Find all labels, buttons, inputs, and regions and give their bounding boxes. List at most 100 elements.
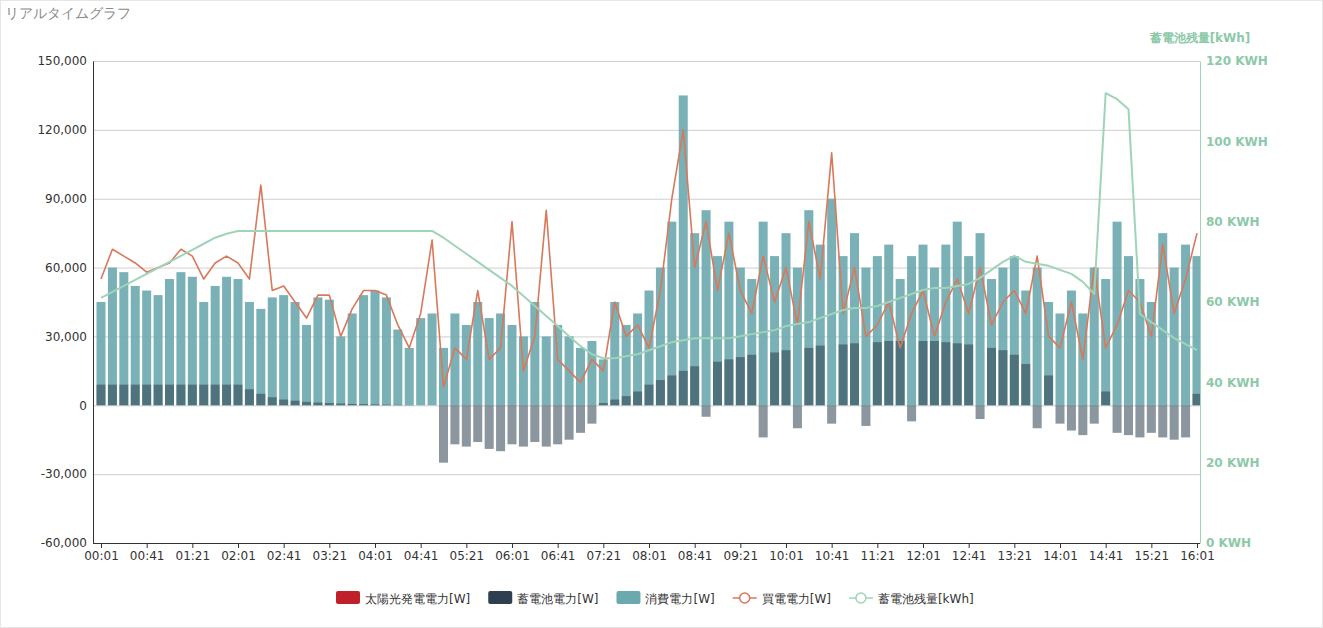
bar: [279, 400, 288, 406]
tick: 60,000: [45, 261, 93, 275]
bar: [119, 405, 128, 406]
bar: [1124, 405, 1133, 406]
axis-line: [93, 62, 94, 544]
bar: [119, 272, 128, 405]
bar: [393, 404, 402, 405]
bar: [371, 405, 380, 406]
legend-label: 買電電力[W]: [762, 592, 831, 606]
bar: [1170, 405, 1179, 406]
bar: [987, 279, 996, 405]
bar: [1158, 405, 1167, 437]
bar: [987, 405, 996, 406]
bar: [1056, 405, 1065, 423]
bar: [154, 295, 163, 405]
tick: 80 KWH: [1200, 215, 1259, 229]
bar: [850, 405, 859, 406]
bar: [610, 405, 619, 406]
bar: [268, 397, 277, 405]
bar: [1193, 405, 1201, 406]
bar: [97, 405, 106, 406]
bar: [176, 405, 185, 406]
bar: [473, 302, 482, 405]
tick: 02:41: [267, 543, 302, 563]
bar: [336, 403, 345, 405]
legend-item: 太陽光発電電力[W]: [336, 591, 470, 606]
tick-mark: [512, 543, 513, 548]
tick: 06:01: [495, 543, 530, 563]
bar: [1124, 256, 1133, 405]
legend-label: 蓄電池電力[W]: [517, 592, 598, 606]
bar: [873, 256, 882, 405]
bar: [165, 279, 174, 405]
bar: [861, 405, 870, 426]
bar: [165, 385, 174, 406]
tick-mark: [192, 543, 193, 548]
tick-label: 40 KWH: [1206, 376, 1259, 390]
bar: [485, 318, 494, 405]
bar: [861, 405, 870, 406]
bar: [508, 405, 517, 444]
bar: [827, 405, 836, 423]
tick: 12:01: [906, 543, 941, 563]
tick-label: 14:01: [1043, 549, 1078, 563]
tick-label: 11:21: [861, 549, 896, 563]
legend-label: 蓄電池残量[kWh]: [878, 592, 974, 606]
bar: [496, 313, 505, 405]
bar: [119, 385, 128, 406]
bar: [1056, 405, 1065, 406]
bar: [1044, 375, 1053, 405]
tick-mark: [101, 543, 102, 548]
legend-marker: [740, 593, 750, 603]
bar: [131, 405, 140, 406]
bar: [1010, 405, 1019, 406]
tick-label: 08:01: [632, 549, 667, 563]
tick: 14:41: [1089, 543, 1124, 563]
bar: [256, 394, 265, 405]
tick: 07:21: [587, 543, 622, 563]
bar: [473, 405, 482, 406]
grid-line: [93, 130, 1200, 131]
tick: 150,000: [37, 54, 93, 68]
bar: [176, 385, 185, 406]
bar: [188, 385, 197, 406]
tick: 01:21: [176, 543, 211, 563]
bar: [633, 392, 642, 406]
bar: [667, 405, 676, 406]
x-axis: 00:0100:4101:2102:0102:4103:2104:0104:41…: [84, 543, 1215, 563]
bar-series: [97, 341, 1201, 463]
bar: [302, 325, 311, 405]
bar: [142, 385, 151, 406]
bar: [873, 342, 882, 405]
bar: [1078, 405, 1087, 406]
bar: [553, 405, 562, 406]
grid-line: [93, 61, 1200, 62]
bar: [291, 405, 300, 406]
bar: [656, 380, 665, 405]
bar: [622, 405, 631, 406]
tick: 12:41: [952, 543, 987, 563]
bar: [759, 405, 768, 406]
bar: [325, 405, 334, 406]
bar: [599, 405, 608, 406]
tick-mark: [649, 543, 650, 548]
bar: [1124, 405, 1133, 435]
bar: [222, 385, 231, 406]
bar: [565, 405, 574, 406]
bar: [1010, 355, 1019, 405]
bar: [530, 302, 539, 405]
bar: [1181, 405, 1190, 437]
bar: [245, 302, 254, 405]
legend-label: 消費電力[W]: [645, 592, 714, 606]
bar: [428, 313, 437, 405]
bar: [976, 233, 985, 405]
tick: 10:41: [815, 543, 850, 563]
bar: [770, 405, 779, 406]
bar: [896, 341, 905, 405]
bar: [804, 405, 813, 406]
bar: [793, 405, 802, 428]
tick-label: 90,000: [45, 192, 87, 206]
tick-mark: [329, 543, 330, 548]
bar: [941, 342, 950, 405]
bar: [724, 405, 733, 406]
bar: [382, 404, 391, 406]
